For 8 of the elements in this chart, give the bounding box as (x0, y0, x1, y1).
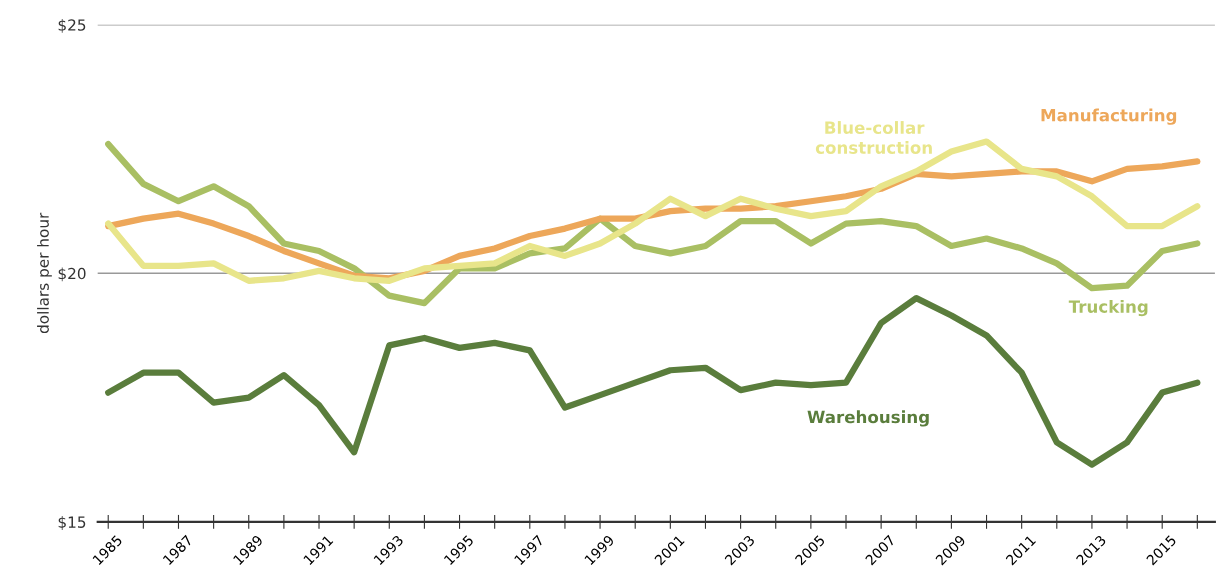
y-axis-title: dollars per hour (37, 212, 52, 334)
series-label: Trucking (1068, 299, 1148, 317)
y-tick-label: $15 (58, 516, 86, 530)
series-label: Warehousing (807, 410, 929, 427)
y-tick-label: $20 (58, 267, 86, 282)
series-label: Blue-collar construction (815, 121, 932, 154)
text: Manufacturing (1041, 108, 1177, 125)
y-tick-label: $25 (58, 18, 86, 33)
